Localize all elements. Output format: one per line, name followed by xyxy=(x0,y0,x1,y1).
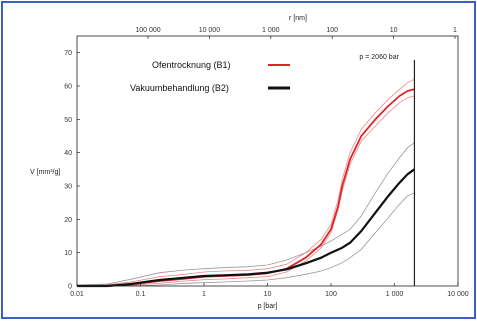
x-tick-label: 1 000 xyxy=(386,291,404,298)
pressure-annotation: p = 2060 bar xyxy=(359,54,416,286)
legend-label-b2: Vakuumbehandlung (B2) xyxy=(130,83,229,93)
top-tick-label: 10 xyxy=(390,27,398,34)
series-upper-band-b2 xyxy=(76,142,415,286)
top-tick-label: 100 xyxy=(326,27,338,34)
top-tick-label: 10 000 xyxy=(199,27,221,34)
x-tick-label: 10 000 xyxy=(447,291,469,298)
x-tick-label: 0.01 xyxy=(70,291,84,298)
series-lower-band-b2 xyxy=(77,192,415,287)
series-lines xyxy=(77,88,416,288)
x-tick-label: 100 xyxy=(325,291,337,298)
y-tick-label: 0 xyxy=(68,284,72,291)
y-tick-label: 50 xyxy=(64,117,72,124)
annotation-label: p = 2060 bar xyxy=(359,54,399,61)
legend-label-b1: Ofentrocknung (B1) xyxy=(152,60,231,70)
series-lower-band-b1 xyxy=(77,95,415,287)
top-axis-label: r [nm] xyxy=(289,15,307,22)
y-tick-label: 60 xyxy=(64,84,72,91)
y-tick-label: 40 xyxy=(64,150,72,157)
top-tick-label: 100 000 xyxy=(135,27,160,34)
series-upper-band-b1 xyxy=(76,78,415,286)
x-axis-label: p [bar] xyxy=(258,303,278,310)
ticks: 0.01 0.1 1 10 100 1 000 10 000 0 10 20 30 40 50 60 70 1… xyxy=(64,27,469,298)
y-tick-label: 20 xyxy=(64,217,72,224)
top-tick-label: 1 xyxy=(453,27,457,34)
x-tick-label: 10 xyxy=(264,291,272,298)
y-tick-label: 30 xyxy=(64,184,72,191)
confidence-bands xyxy=(76,78,415,287)
legend: Ofentrocknung (B1) Vakuumbehandlung (B2) xyxy=(130,60,290,93)
series-line-b2 xyxy=(77,168,416,288)
x-tick-label: 1 xyxy=(202,291,206,298)
x-tick-label: 0.1 xyxy=(136,291,146,298)
y-tick-label: 10 xyxy=(64,250,72,257)
y-tick-label: 70 xyxy=(64,50,72,57)
y-axis-label: V [mm³/g] xyxy=(30,169,60,176)
top-tick-label: 1 000 xyxy=(262,27,280,34)
